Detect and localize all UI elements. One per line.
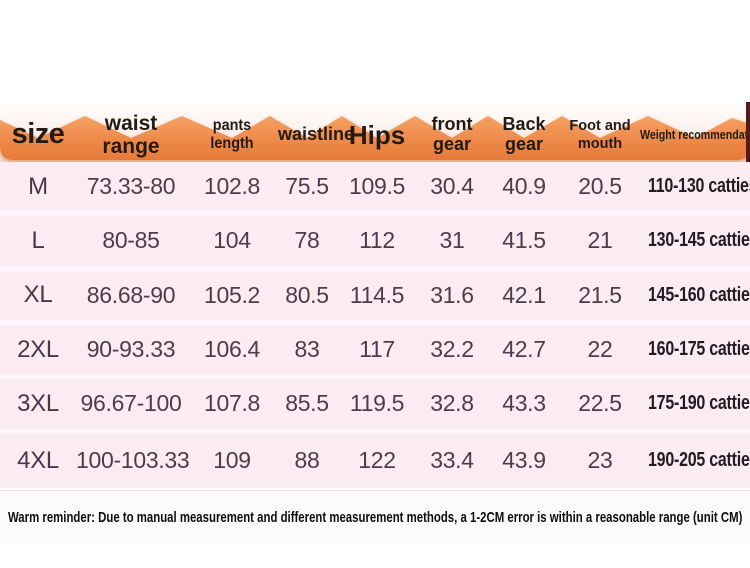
waistline-cell: 85.5: [285, 390, 329, 417]
hips-cell: 112: [359, 227, 395, 254]
waistline-cell: 75.5: [285, 173, 329, 200]
waist-range-cell: 73.33-80: [86, 173, 176, 200]
table-row-3xl: 3XL 96.67-100 107.8 85.5 119.5 32.8 43.3…: [0, 379, 750, 434]
pants-length-cell: 106.4: [203, 336, 261, 363]
weight-cell: 130-145 catties: [648, 229, 750, 252]
back-gear-cell: 40.9: [502, 173, 546, 200]
waistline-cell: 88: [294, 447, 320, 474]
col-header-foot-and-mouth: Foot and mouth: [569, 117, 631, 152]
size-cell: 2XL: [17, 335, 59, 363]
back-gear-cell: 42.1: [502, 281, 546, 308]
back-gear-cell: 43.9: [502, 447, 546, 474]
col-header-waist-range: waist range: [102, 111, 160, 158]
col-header-front-gear: front gear: [431, 114, 473, 154]
waistline-cell: 83: [294, 336, 320, 363]
table-row-2xl: 2XL 90-93.33 106.4 83 117 32.2 42.7 22 1…: [0, 325, 750, 380]
waist-range-cell: 80-85: [102, 227, 160, 254]
foot-mouth-cell: 22.5: [578, 390, 622, 417]
col-header-back-gear: Back gear: [502, 114, 546, 154]
waist-range-cell: 100-103.33: [76, 447, 190, 474]
col-header-waistline: waistline: [278, 124, 355, 145]
size-cell: M: [28, 172, 48, 200]
foot-mouth-cell: 21: [587, 227, 613, 254]
pants-length-cell: 109: [213, 447, 251, 474]
weight-cell: 175-190 catties: [648, 392, 750, 415]
right-edge-artifact: [746, 102, 750, 166]
zigzag-header-decoration: [0, 104, 750, 162]
pants-length-cell: 105.2: [203, 281, 261, 308]
back-gear-cell: 42.7: [502, 336, 546, 363]
table-row-4xl: 4XL 100-103.33 109 88 122 33.4 43.9 23 1…: [0, 434, 750, 488]
foot-mouth-cell: 21.5: [578, 281, 622, 308]
waist-range-cell: 86.68-90: [86, 281, 176, 308]
front-gear-cell: 32.8: [430, 390, 474, 417]
footer-note-bar: Warm reminder: Due to manual measurement…: [0, 490, 750, 544]
col-header-pants-length: pants length: [210, 117, 254, 152]
header-row: size waist range pants length waistline …: [0, 104, 750, 164]
col-header-weight-recommendation: Weight recommendation: [640, 126, 750, 142]
hips-cell: 109.5: [348, 173, 406, 200]
table-row-m: M 73.33-80 102.8 75.5 109.5 30.4 40.9 20…: [0, 162, 750, 217]
hips-cell: 119.5: [349, 390, 405, 417]
pants-length-cell: 107.8: [203, 390, 261, 417]
front-gear-cell: 30.4: [430, 173, 474, 200]
hips-cell: 122: [358, 447, 396, 474]
foot-mouth-cell: 20.5: [578, 173, 622, 200]
hips-cell: 117: [359, 336, 395, 363]
back-gear-cell: 43.3: [502, 390, 546, 417]
size-table-body: M 73.33-80 102.8 75.5 109.5 30.4 40.9 20…: [0, 162, 750, 488]
waistline-cell: 80.5: [285, 281, 329, 308]
col-header-size: size: [11, 118, 65, 151]
table-header: size waist range pants length waistline …: [0, 104, 750, 162]
table-row-l: L 80-85 104 78 112 31 41.5 21 130-145 ca…: [0, 216, 750, 271]
footer-note: Warm reminder: Due to manual measurement…: [7, 509, 743, 526]
foot-mouth-cell: 22: [587, 336, 613, 363]
weight-cell: 160-175 catties: [648, 338, 750, 361]
weight-cell: 145-160 catties: [648, 283, 750, 306]
size-cell: 3XL: [17, 389, 59, 417]
front-gear-cell: 31.6: [430, 281, 474, 308]
pants-length-cell: 104: [213, 227, 251, 254]
hips-cell: 114.5: [349, 281, 405, 308]
pants-length-cell: 102.8: [203, 173, 261, 200]
waist-range-cell: 90-93.33: [86, 336, 176, 363]
col-header-hips: Hips: [348, 119, 406, 150]
waist-range-cell: 96.67-100: [80, 390, 182, 417]
table-row-xl: XL 86.68-90 105.2 80.5 114.5 31.6 42.1 2…: [0, 271, 750, 325]
size-cell: XL: [23, 281, 53, 309]
weight-cell: 110-130 catties: [648, 175, 750, 198]
weight-cell: 190-205 catties: [648, 449, 750, 472]
back-gear-cell: 41.5: [502, 227, 546, 254]
foot-mouth-cell: 23: [587, 447, 613, 474]
front-gear-cell: 33.4: [430, 447, 474, 474]
waistline-cell: 78: [294, 227, 320, 254]
front-gear-cell: 32.2: [430, 336, 474, 363]
size-cell: L: [31, 226, 45, 254]
front-gear-cell: 31: [439, 227, 465, 254]
size-cell: 4XL: [17, 446, 59, 474]
